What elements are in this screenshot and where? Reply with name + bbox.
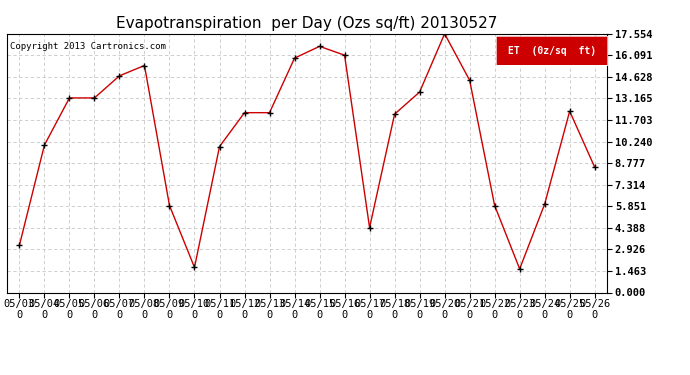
Title: Evapotranspiration  per Day (Ozs sq/ft) 20130527: Evapotranspiration per Day (Ozs sq/ft) 2… [117, 16, 497, 31]
Text: Copyright 2013 Cartronics.com: Copyright 2013 Cartronics.com [10, 42, 166, 51]
